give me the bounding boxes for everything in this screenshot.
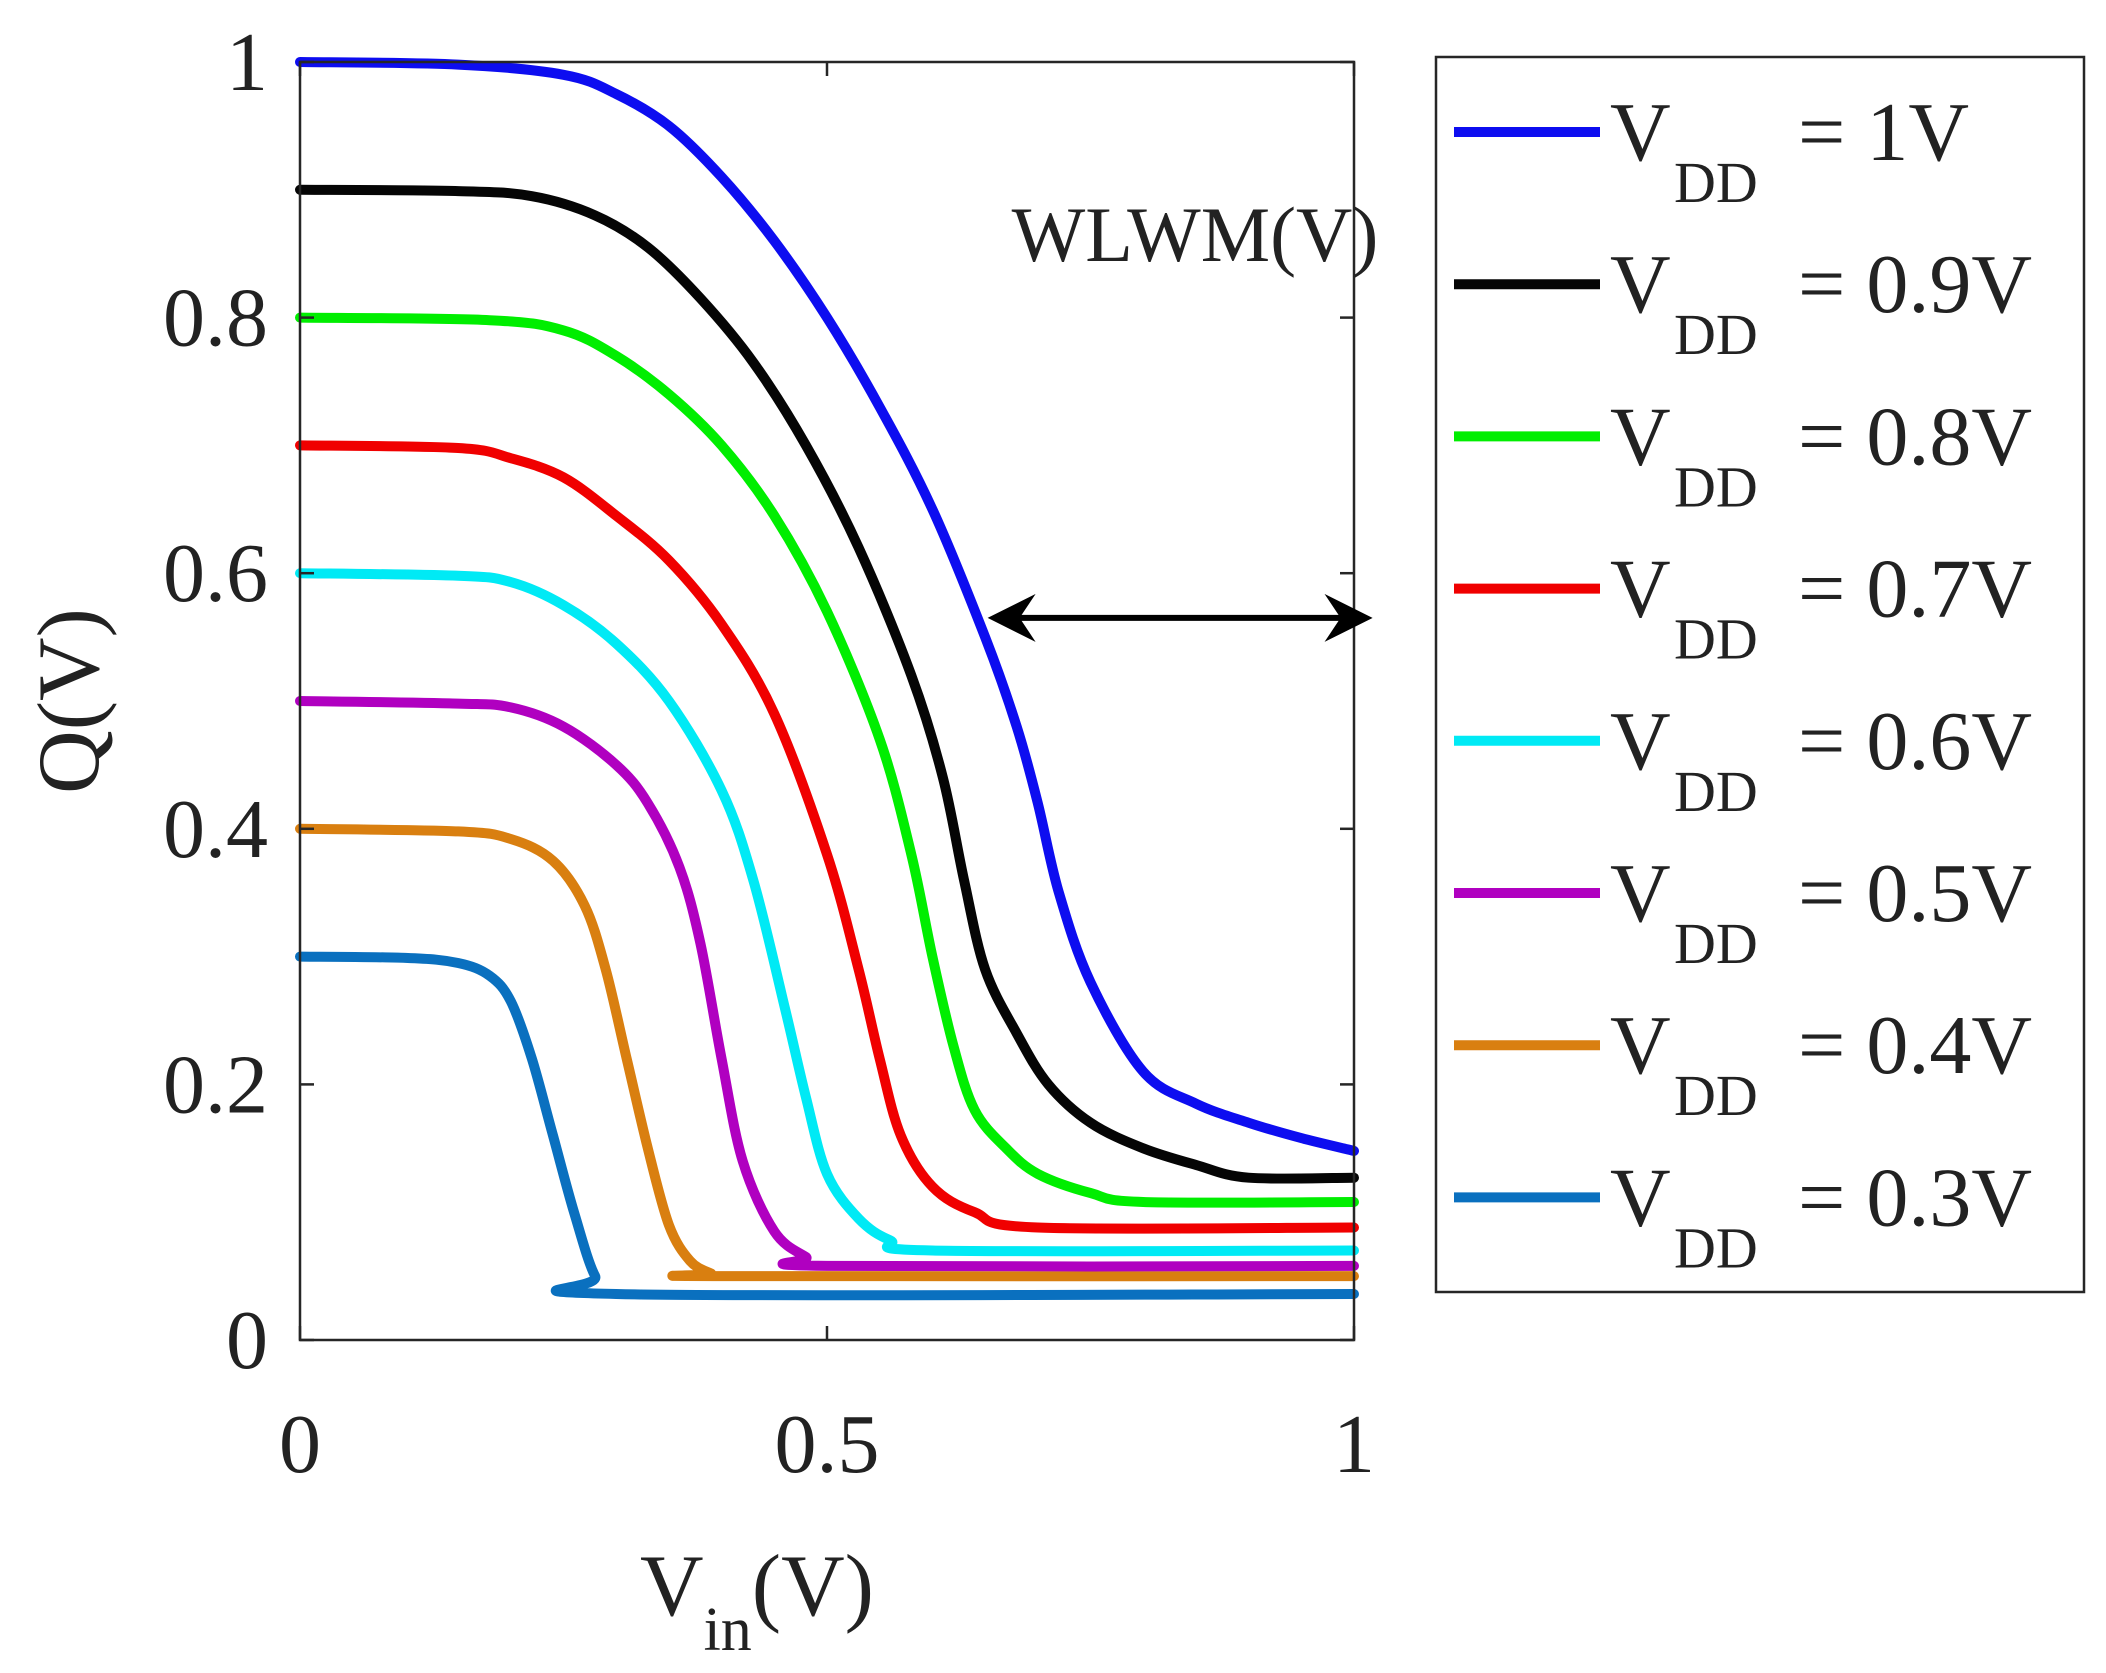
legend-label-sub: DD <box>1674 150 1758 215</box>
legend-label-value: = 0.5V <box>1798 847 2032 940</box>
x-axis-label-suffix: (V) <box>752 1538 874 1635</box>
annotation-layer: WLWM(V) <box>987 191 1379 642</box>
legend-entry-vdd-0p9v: VDD = 0.9V <box>1454 238 2032 367</box>
x-tick-label: 0.5 <box>775 1398 880 1491</box>
legend-box <box>1434 55 2086 1294</box>
legend-label-main: V <box>1610 390 1671 483</box>
series-line-vdd-0p9v <box>295 184 1359 1184</box>
legend-entry-vdd-0p7v: VDD = 0.7V <box>1454 543 2032 672</box>
annotation-wlwm-label: WLWM(V) <box>1012 191 1379 278</box>
legend-entry-vdd-0p5v: VDD = 0.5V <box>1454 847 2032 976</box>
legend-label-value: = 0.6V <box>1798 695 2032 788</box>
series-line-vdd-0p7v <box>295 440 1359 1234</box>
legend-label-sub: DD <box>1674 302 1758 367</box>
legend-label-sub: DD <box>1674 759 1758 824</box>
legend-label-sub: DD <box>1674 607 1758 672</box>
legend-label-sub: DD <box>1674 1215 1758 1280</box>
tick-layer: 0 0.5 1 0 0.2 0.4 0.6 0.8 1 <box>163 16 1375 1491</box>
legend-label-value: = 0.4V <box>1798 999 2032 1092</box>
x-axis-label: Vin(V) <box>640 1538 874 1664</box>
legend-label-main: V <box>1610 86 1671 179</box>
legend-entry-vdd-0p8v: VDD = 0.8V <box>1454 390 2032 519</box>
y-axis-label: Q(V) <box>21 608 118 794</box>
legend-label-value: = 0.9V <box>1798 238 2032 331</box>
y-tick-label: 0 <box>226 1294 268 1387</box>
legend-label-sub: DD <box>1674 454 1758 519</box>
legend-entry-vdd-0p4v: VDD = 0.4V <box>1454 999 2032 1128</box>
legend-label-main: V <box>1610 999 1671 1092</box>
legend-label-main: V <box>1610 695 1671 788</box>
legend-label-main: V <box>1610 543 1671 636</box>
legend-label-main: V <box>1610 847 1671 940</box>
x-axis-label-main: V <box>640 1538 704 1635</box>
x-tick-label: 0 <box>279 1398 321 1491</box>
legend-label-value: = 0.7V <box>1798 543 2032 636</box>
series-line-vdd-0p5v <box>295 696 1359 1272</box>
x-tick-label: 1 <box>1333 1398 1375 1491</box>
legend-label-main: V <box>1610 1151 1671 1244</box>
series-line-vdd-0p6v <box>295 568 1359 1257</box>
y-tick-label: 0.8 <box>163 272 268 365</box>
y-tick-label: 0.2 <box>163 1038 268 1131</box>
y-tick-label: 1 <box>226 16 268 109</box>
series-line-vdd-0p4v <box>295 823 1359 1282</box>
legend-label-sub: DD <box>1674 911 1758 976</box>
y-tick-label: 0.6 <box>163 527 268 620</box>
x-axis-label-sub: in <box>704 1596 752 1664</box>
legend-label-sub: DD <box>1674 1063 1758 1128</box>
legend-label-value: = 0.3V <box>1798 1151 2032 1244</box>
series-line-vdd-0p3v <box>295 951 1359 1301</box>
y-tick-label: 0.4 <box>163 783 268 876</box>
legend-entry-vdd-1v: VDD = 1V <box>1454 86 1969 215</box>
series-line-vdd-1v <box>295 57 1359 1156</box>
legend-entry-vdd-0p6v: VDD = 0.6V <box>1454 695 2032 824</box>
series-layer <box>295 57 1359 1301</box>
legend-label-value: = 0.8V <box>1798 390 2032 483</box>
legend-entry-vdd-0p3v: VDD = 0.3V <box>1454 1151 2032 1280</box>
series-line-vdd-0p8v <box>295 312 1359 1208</box>
legend-label-value: = 1V <box>1798 86 1969 179</box>
legend-label-main: V <box>1610 238 1671 331</box>
